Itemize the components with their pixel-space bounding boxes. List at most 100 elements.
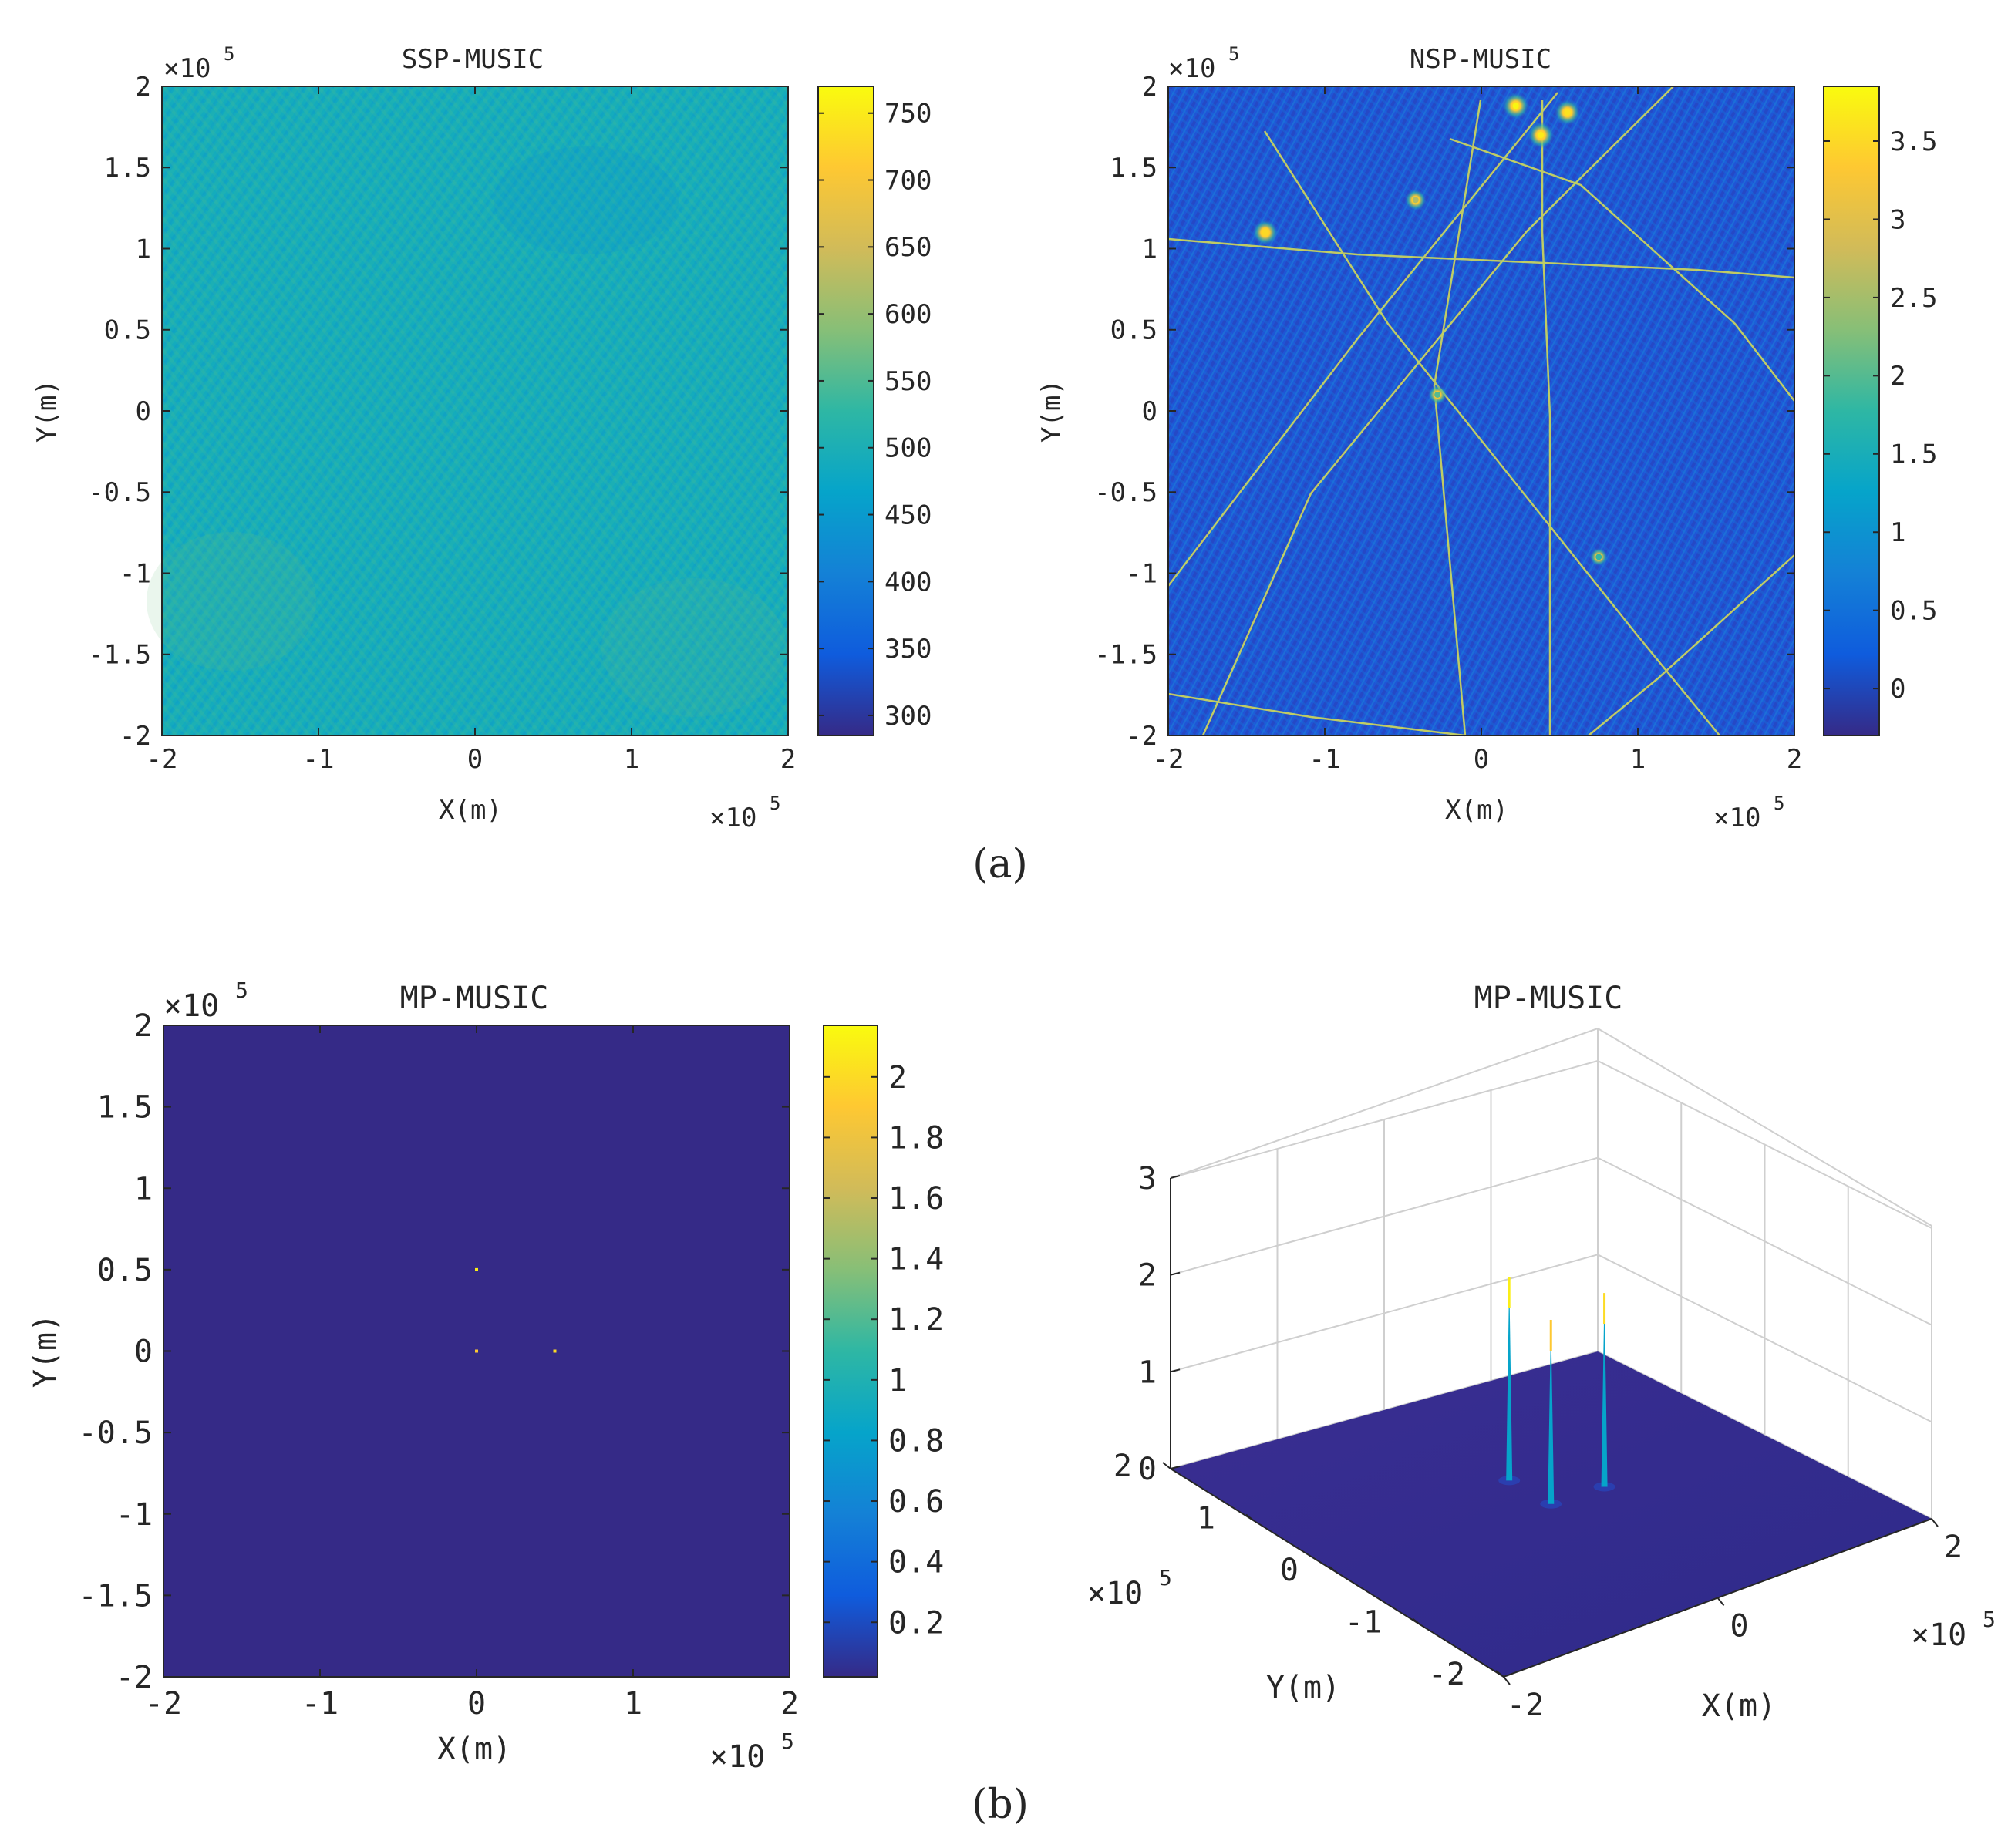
y-tick-label: -2 [120,721,151,752]
ssp-y-exp-base: ×10 [163,53,211,84]
surf-x-exponent: ×10 5 [1911,1607,1996,1653]
surf-ylabel: Y(m) [1266,1670,1340,1705]
ssp-x-exp-power: 5 [770,793,780,814]
y-tick-label: 1 [136,234,151,264]
nsp-ridge [1167,692,1466,737]
x-tick-label: -1 [1309,744,1341,775]
nsp-ridges [1167,86,1795,737]
colorbar-tick-label: 1.6 [888,1181,944,1217]
nsp-y-exponent: ×10 5 [1168,43,1239,84]
surf-y-exp-power: 5 [1159,1565,1172,1590]
hotspot-core [1434,391,1441,398]
colorbar-tick-label: 1.4 [888,1242,944,1277]
y-tick-label: 2 [136,72,151,103]
nsp-colorbar-bar [1823,86,1880,736]
nsp-y-exp-power: 5 [1228,43,1239,65]
ssp-yticks: 2 1.5 1 0.5 0 -0.5 -1 -1.5 -2 [88,72,788,752]
ssp-colorbar-ticks: 750 700 650 600 550 500 450 400 350 300 [818,99,932,732]
ssp-x-exponent: ×10 5 [709,793,780,833]
nsp-x-exponent: ×10 5 [1713,793,1784,833]
y-tick-label: -2 [116,1660,153,1695]
colorbar-tick-label: 350 [884,634,932,665]
ssp-ylabel: Y(m) [32,379,62,443]
hotspot-core [1262,229,1268,236]
ssp-colorbar-bar [817,86,874,736]
x-tick-label: 0 [467,1686,486,1722]
y-tick-label: -0.5 [88,477,151,508]
colorbar-tick-label: 1.8 [888,1120,944,1156]
surf-y-tick-label: 2 [1113,1449,1132,1484]
y-tick-label: 0 [136,396,151,427]
surf-floor-polygon [1171,1351,1932,1677]
z-tick-label: 2 [1138,1258,1157,1294]
peak-marker [475,1267,478,1271]
colorbar-tick-label: 450 [884,500,932,530]
y-tick-label: 1.5 [97,1090,153,1126]
nsp-heatmap-fringes [1168,86,1794,735]
surf-top-edge [1170,1027,1932,1227]
nsp-heatmap [1167,86,1795,737]
colorbar-tick-label: 1.2 [888,1302,944,1338]
ssp-colorbar: 750 700 650 600 550 500 450 400 350 300 [817,86,932,736]
surf-xlabel: X(m) [1702,1688,1776,1724]
mp-title: MP-MUSIC [400,981,549,1016]
x-tick-label: 1 [624,1686,642,1722]
colorbar-tick-label: 3.5 [1890,126,1937,157]
mp-colorbar: 2 1.8 1.6 1.4 1.2 1 0.8 0.6 0.4 0.2 [823,1025,944,1678]
y-tick-label: 1 [1142,234,1157,264]
colorbar-tick-label: 2 [888,1060,907,1096]
peak-marker [553,1349,557,1353]
x-tick-label: 1 [1630,744,1646,775]
surf-x-exp-base: ×10 [1911,1617,1966,1653]
nsp-x-exp-base: ×10 [1713,803,1760,833]
colorbar-tick-label: 700 [884,165,932,196]
ssp-fringe-blob [494,146,679,254]
colorbar-tick-label: 650 [884,232,932,263]
nsp-ridge [1588,554,1795,736]
surf-xticks: -2 0 2 [1503,1518,1963,1723]
nsp-colorbar: 3.5 3 2.5 2 1.5 1 0.5 0 [1823,86,1937,736]
z-gridline [1170,1156,1932,1326]
colorbar-tick-label: 600 [884,299,932,330]
y-tick-label: 2 [134,1008,153,1044]
nsp-colorbar-ticks: 3.5 3 2.5 2 1.5 1 0.5 0 [1824,126,1937,705]
mp-music-heatmap-plot: MP-MUSIC -2 -1 0 1 2 2 1.5 1 0.5 0 -0.5 -1 -1.5 -2 X… [28,978,944,1775]
x-tick-label: -2 [147,744,178,775]
colorbar-tick-label: 500 [884,433,932,464]
surf-x-tick-mark [1717,1597,1725,1607]
surf-y-tick-label: 1 [1197,1501,1215,1537]
colorbar-tick-label: 0.5 [1890,596,1937,627]
peak-spike [1506,1277,1513,1481]
mp-x-exp-power: 5 [781,1729,794,1754]
mp-xticks: -2 -1 0 1 2 [145,1025,799,1722]
panel-a-caption: (a) [972,841,1028,887]
surf-x-exp-power: 5 [1983,1607,1996,1632]
surf-yticks: -2 -1 0 1 2 [1113,1449,1504,1692]
colorbar-tick-label: 0.8 [888,1423,944,1459]
x-tick-label: 1 [624,744,639,775]
y-tick-label: -1.5 [1094,640,1157,671]
x-tick-label: 0 [1474,744,1489,775]
y-tick-label: 1.5 [104,153,151,183]
colorbar-tick-label: 0 [1890,674,1905,705]
surf-x-tick-label: 0 [1730,1609,1748,1644]
x-tick-label: 2 [780,744,796,775]
nsp-xticks: -2 -1 0 1 2 [1153,86,1802,775]
nsp-y-exp-base: ×10 [1168,53,1215,84]
mp-peaks [475,1267,557,1353]
z-gridline [1170,1254,1932,1423]
colorbar-tick-label: 2.5 [1890,283,1937,314]
y-tick-label: 0.5 [104,315,151,346]
y-tick-label: 1 [134,1171,153,1207]
y-tick-label: -1 [1126,558,1157,589]
nsp-ridge [1541,100,1551,735]
peak-spike [1548,1319,1555,1504]
z-gridline [1170,1059,1932,1229]
colorbar-tick-label: 550 [884,366,932,397]
ssp-y-exponent: ×10 5 [163,43,234,84]
mp-y-exp-base: ×10 [163,988,219,1024]
surf-x-tick-label: -2 [1507,1688,1544,1723]
x-tick-label: 0 [467,744,483,775]
